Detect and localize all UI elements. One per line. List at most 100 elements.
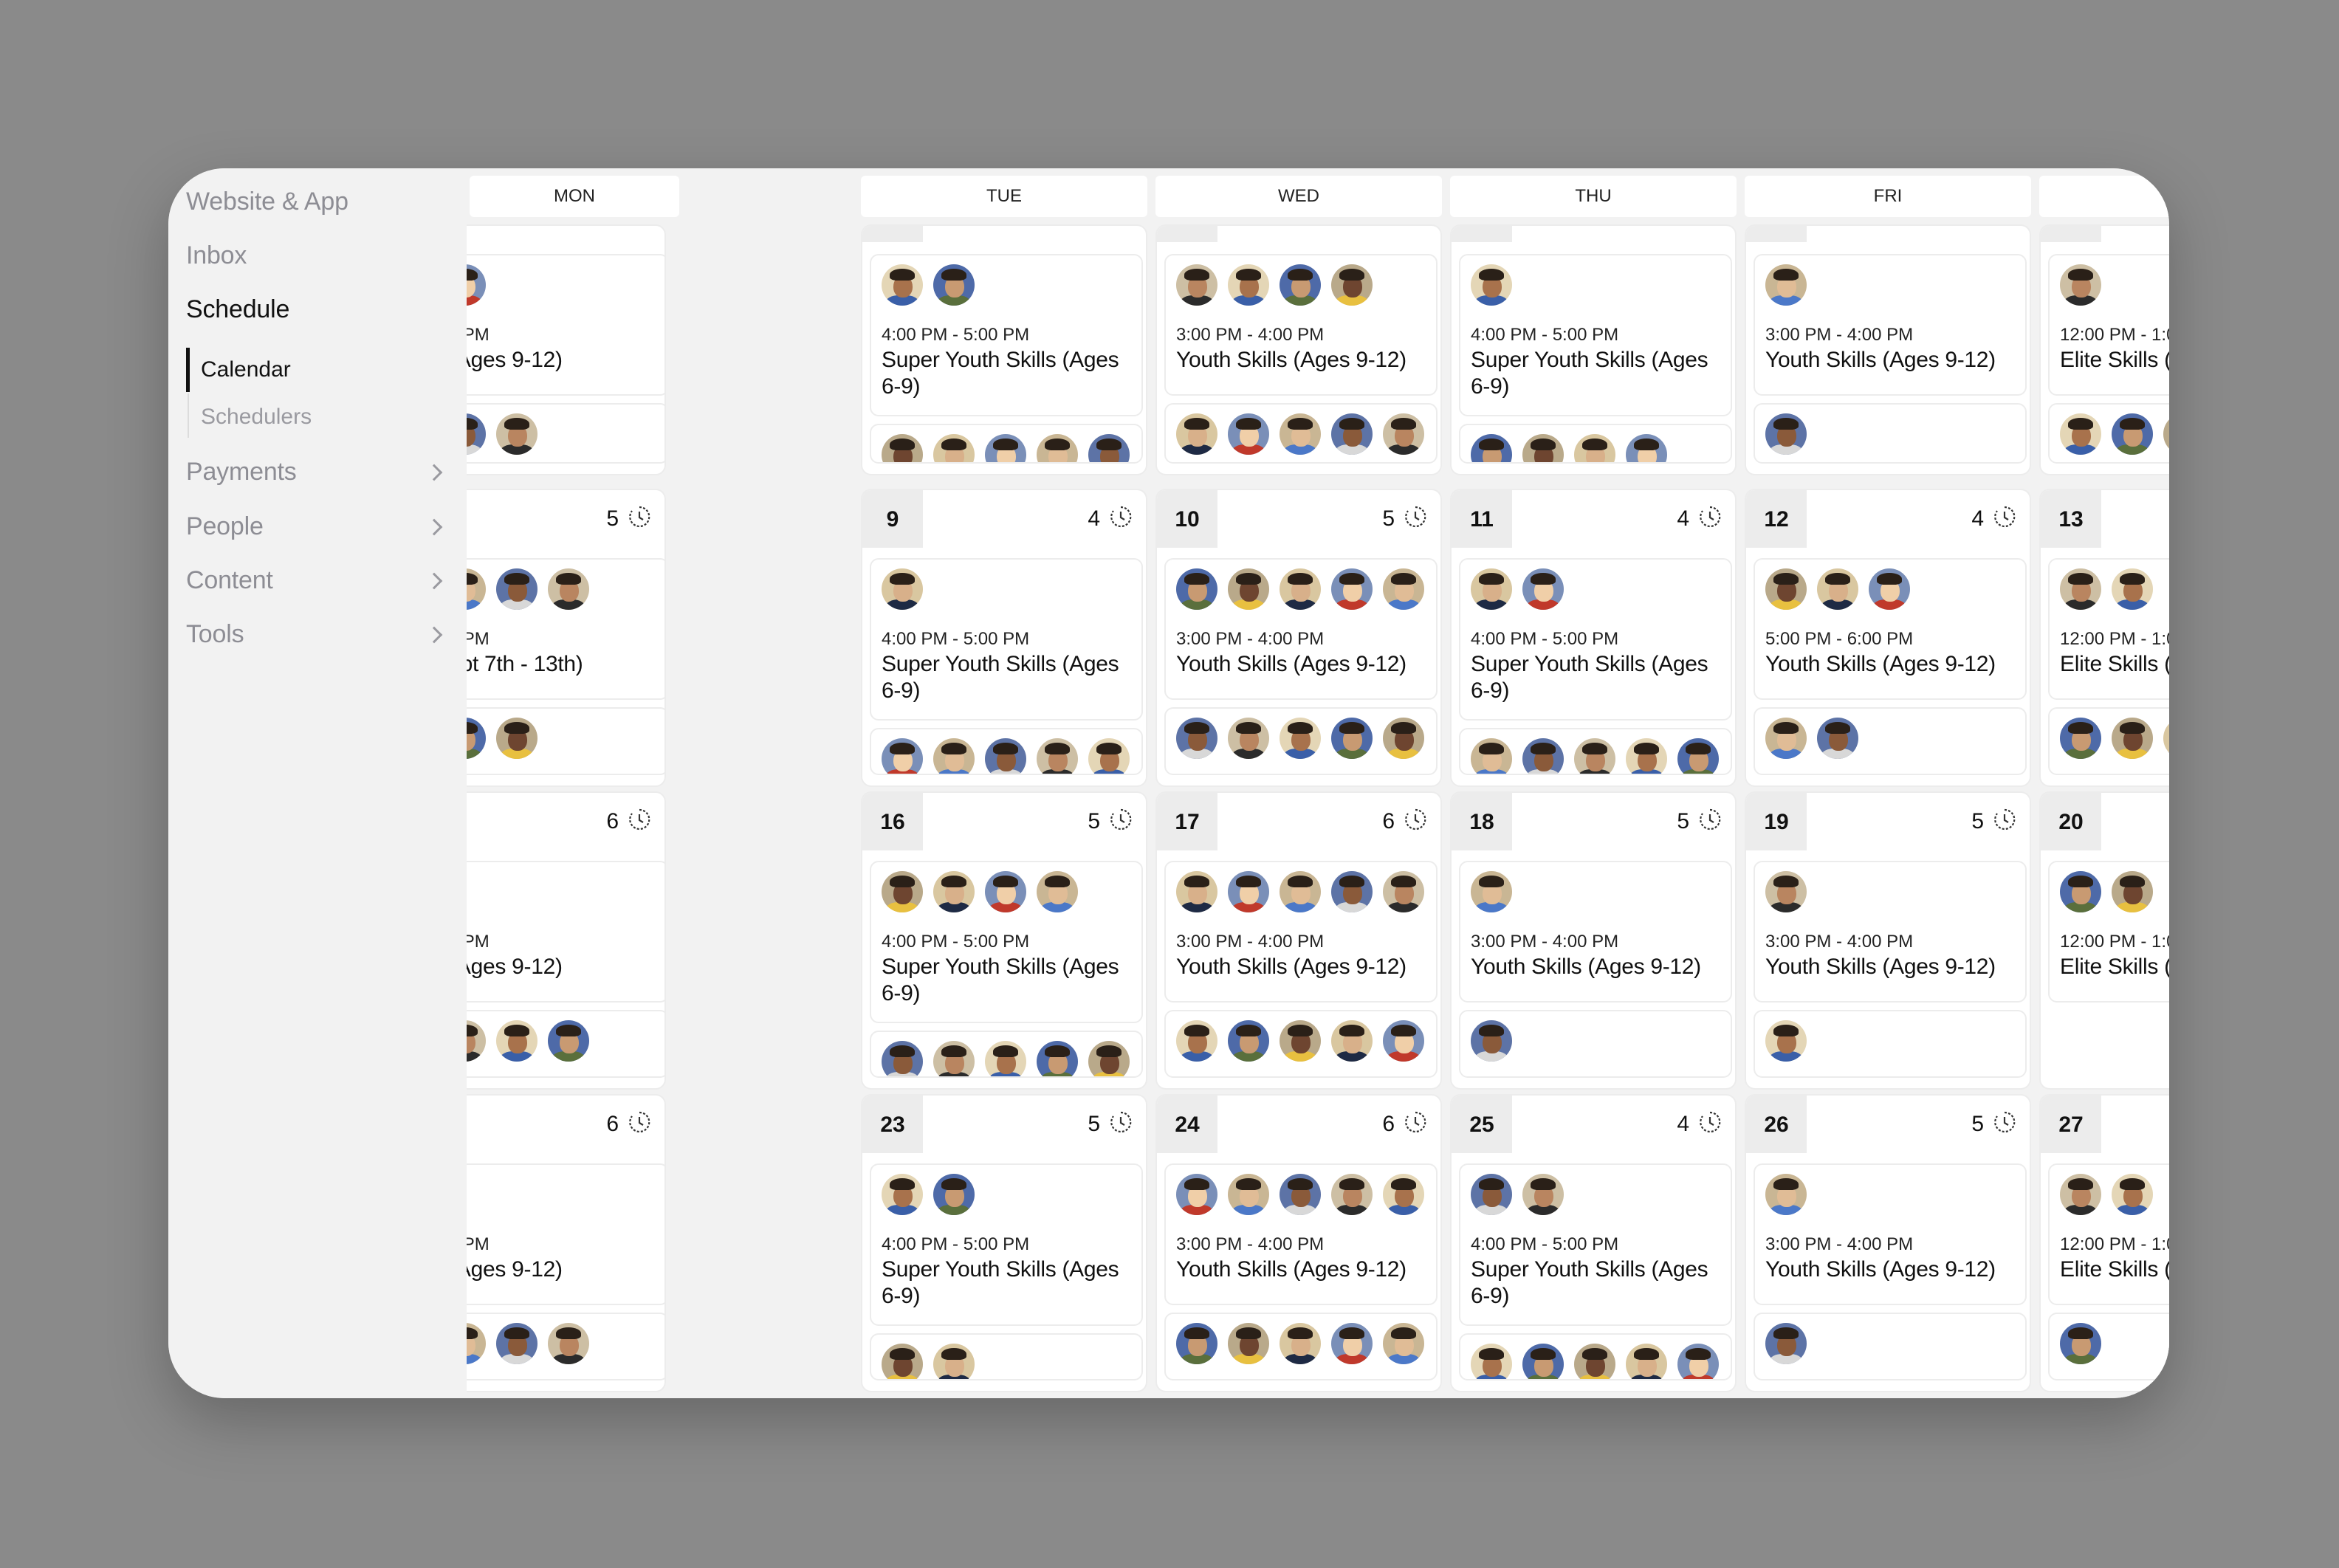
avatar[interactable] (882, 434, 923, 462)
avatar[interactable] (1471, 434, 1512, 462)
avatar[interactable] (1280, 1174, 1321, 1215)
avatar[interactable] (1228, 1020, 1269, 1062)
event-card[interactable]: 4:00 PM - 5:00 PM (1754, 1313, 2027, 1380)
event-card[interactable]: 4:00 PM - 5:00 PM Super Youth Skills (Age… (1459, 254, 1732, 416)
day-cell[interactable]: 27312:00 PM - 1:00 PMElite Skills (Ages … (2039, 1094, 2169, 1392)
avatar[interactable] (1471, 738, 1512, 774)
day-cell[interactable]: 6 M - 4:00 PM Skills (Ages 9-12) M - 5:00 P… (467, 1094, 666, 1392)
avatar[interactable] (2060, 1323, 2101, 1364)
avatar[interactable] (1522, 738, 1564, 774)
avatar[interactable] (933, 738, 975, 774)
avatar[interactable] (548, 1020, 589, 1062)
avatar[interactable] (496, 1020, 537, 1062)
day-cell[interactable]: 26 5 3:00 PM - 4:00 PM Youth Skills (Ages 9… (1745, 1094, 2031, 1392)
event-card[interactable] (1459, 424, 1732, 464)
event-card[interactable]: M - 5:00 PM (467, 403, 664, 464)
avatar[interactable] (1280, 1323, 1321, 1364)
event-card[interactable]: 1:00 PM - 2:00 PM (2048, 1313, 2169, 1380)
avatar[interactable] (1677, 1344, 1719, 1379)
nav-people[interactable]: People (186, 512, 264, 540)
avatar[interactable] (985, 1041, 1026, 1076)
avatar[interactable] (1176, 1323, 1217, 1364)
avatar[interactable] (1471, 1020, 1512, 1062)
avatar[interactable] (1383, 413, 1424, 455)
avatar[interactable] (1176, 264, 1217, 306)
event-card[interactable]: 3:00 PM - 4:00 PM Youth Skills (Ages 9-12… (1459, 861, 1732, 1003)
event-card[interactable]: 3:00 PM - 4:00 PM Youth Skills (Ages 9-12… (1754, 1163, 2027, 1305)
day-cell[interactable]: 10 5 3:00 PM - 4:00 PM Youth Skills (Ages 9… (1155, 489, 1442, 787)
day-cell[interactable]: M - 4:00 PM Skills (Ages 9-12) M - 5:00 PM (467, 224, 666, 475)
event-card[interactable]: 4:00 PM - 5:00 PM Super Youth Skills (Age… (870, 1163, 1143, 1326)
avatar[interactable] (1331, 871, 1373, 912)
avatar[interactable] (1037, 1041, 1078, 1076)
avatar[interactable] (1383, 568, 1424, 610)
avatar[interactable] (1280, 718, 1321, 759)
avatar[interactable] (882, 871, 923, 912)
event-card[interactable]: 4:00 PM - 5:00 PM (1459, 1010, 1732, 1078)
event-card[interactable]: 3:00 PM - 4:00 PM Youth Skills (Ages 9-12… (1164, 558, 1438, 700)
event-card[interactable] (870, 728, 1143, 775)
event-card[interactable]: 3:00 PM - 4:00 PM Youth Skills (Ages 9-12… (1754, 861, 2027, 1003)
event-card[interactable] (870, 424, 1143, 464)
event-card[interactable] (870, 1031, 1143, 1078)
avatar[interactable] (467, 1323, 486, 1364)
event-card[interactable]: 3:00 PM - 4:00 PM Youth Skills (Ages 9-12… (1164, 1163, 1438, 1305)
event-card[interactable]: M - 5:00 PM (467, 1313, 664, 1380)
avatar[interactable] (1176, 718, 1217, 759)
event-card[interactable] (870, 1333, 1143, 1380)
nav-schedulers[interactable]: Schedulers (201, 405, 312, 429)
day-cell[interactable]: 19 5 3:00 PM - 4:00 PM Youth Skills (Ages 9… (1745, 791, 2031, 1090)
avatar[interactable] (1280, 871, 1321, 912)
nav-content[interactable]: Content (186, 566, 273, 594)
avatar[interactable] (1626, 434, 1667, 462)
avatar[interactable] (1280, 264, 1321, 306)
avatar[interactable] (985, 871, 1026, 912)
day-cell[interactable]: 12:00 PM - 1:00 PM Elite Skills (Ages 12-… (2039, 224, 2169, 475)
avatar[interactable] (467, 718, 486, 759)
event-card[interactable]: M - 5:00 PM Up (Sept 7th - 13th) (467, 558, 664, 700)
avatar[interactable] (1765, 1020, 1807, 1062)
avatar[interactable] (1765, 264, 1807, 306)
avatar[interactable] (1176, 871, 1217, 912)
event-card[interactable]: 3:00 PM - 4:00 PM Youth Skills (Ages 9-12… (1754, 254, 2027, 396)
event-card[interactable]: 5:00 PM - 6:00 PM Youth Skills (Ages 9-12… (1754, 558, 2027, 700)
avatar[interactable] (2060, 1174, 2101, 1215)
avatar[interactable] (1331, 1020, 1373, 1062)
avatar[interactable] (1383, 1323, 1424, 1364)
avatar[interactable] (1471, 264, 1512, 306)
avatar[interactable] (882, 568, 923, 610)
avatar[interactable] (1228, 413, 1269, 455)
event-card[interactable]: M - 5:00 PM (467, 1010, 664, 1078)
avatar[interactable] (1280, 1020, 1321, 1062)
avatar[interactable] (1522, 568, 1564, 610)
event-card[interactable]: 4:00 PM - 5:00 PM (1164, 707, 1438, 775)
avatar[interactable] (548, 1323, 589, 1364)
avatar[interactable] (1471, 871, 1512, 912)
event-card[interactable]: 4:00 PM - 5:00 PM Super Youth Skills (Age… (1459, 1163, 1732, 1326)
event-card[interactable]: M - 4:00 PM Skills (Ages 9-12) (467, 1163, 664, 1305)
avatar[interactable] (882, 1344, 923, 1379)
avatar[interactable] (1037, 738, 1078, 774)
avatar[interactable] (467, 1020, 486, 1062)
event-card[interactable]: 4:00 PM - 5:00 PM Super Youth Skills (Age… (1459, 558, 1732, 721)
event-card[interactable]: 12:00 PM - 1:00 PM Elite Skills (Ages 12-… (2048, 558, 2169, 700)
avatar[interactable] (2112, 871, 2153, 912)
day-cell[interactable]: 11 4 4:00 PM - 5:00 PM Super Youth Skills (… (1450, 489, 1737, 787)
avatar[interactable] (2060, 413, 2101, 455)
nav-payments[interactable]: Payments (186, 458, 297, 486)
day-cell[interactable]: 25 4 4:00 PM - 5:00 PM Super Youth Skills (… (1450, 1094, 1737, 1392)
day-cell[interactable]: 18 5 3:00 PM - 4:00 PM Youth Skills (Ages 9… (1450, 791, 1737, 1090)
avatar[interactable] (1228, 718, 1269, 759)
avatar[interactable] (2112, 1174, 2153, 1215)
avatar[interactable] (985, 434, 1026, 462)
avatar[interactable] (496, 1323, 537, 1364)
event-card[interactable]: 4:00 PM - 5:00 PM (1754, 403, 2027, 464)
event-card[interactable] (1459, 1333, 1732, 1380)
event-card[interactable]: 4:00 PM - 5:00 PM (1754, 1010, 2027, 1078)
avatar[interactable] (467, 568, 486, 610)
avatar[interactable] (933, 1174, 975, 1215)
avatar[interactable] (1626, 1344, 1667, 1379)
avatar[interactable] (2163, 413, 2169, 455)
avatar[interactable] (1228, 1174, 1269, 1215)
avatar[interactable] (1383, 1020, 1424, 1062)
